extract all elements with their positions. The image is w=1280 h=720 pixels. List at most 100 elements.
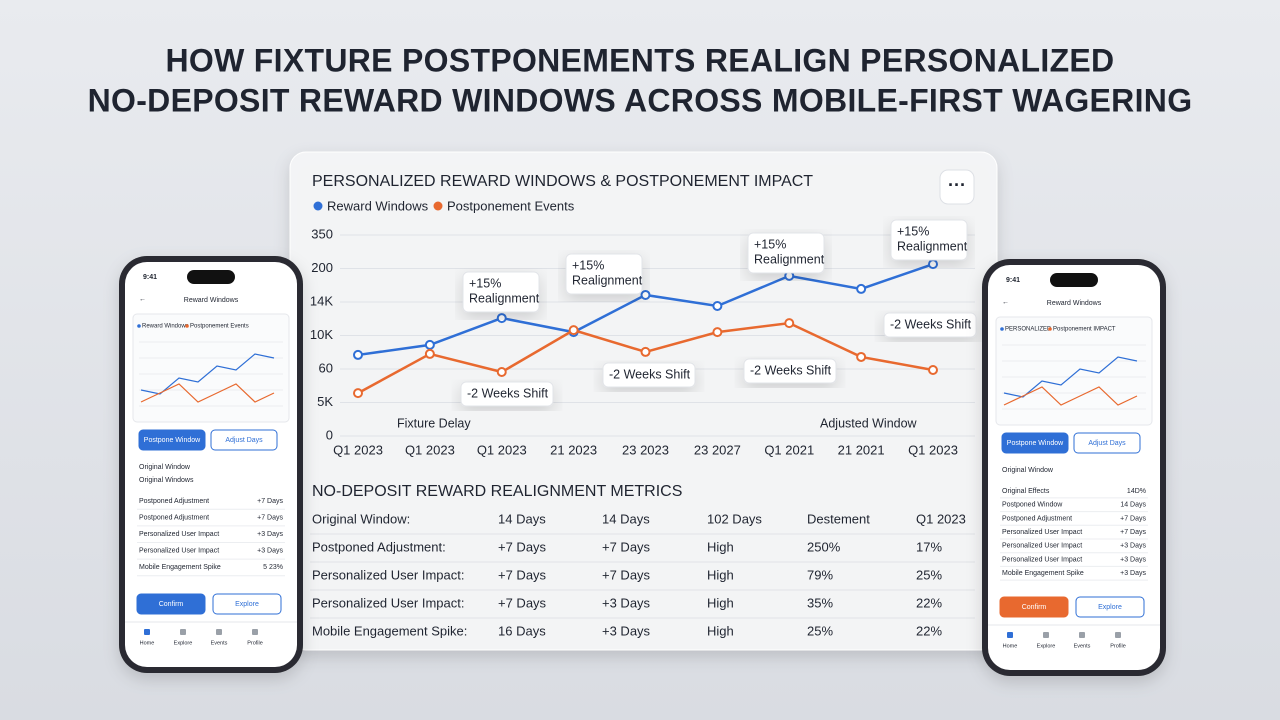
- data-point: [784, 318, 795, 329]
- item-label: Personalized User Impact: [1002, 556, 1082, 563]
- legend-label: Postponement Events: [190, 324, 249, 330]
- y-tick-label: 60: [319, 360, 333, 375]
- nav-label[interactable]: Profile: [1110, 643, 1126, 649]
- x-tick-label: Q1 2023: [477, 442, 527, 457]
- phone-button-label[interactable]: Adjust Days: [225, 437, 263, 444]
- nav-label[interactable]: Events: [211, 640, 228, 646]
- item-label: Personalized User Impact: [139, 548, 219, 555]
- table-cell: +7 Days: [602, 567, 651, 582]
- table-cell: 22%: [916, 595, 942, 610]
- item-label: Mobile Engagement Spike: [1002, 570, 1084, 577]
- x-tick-label: 23 2027: [694, 442, 741, 457]
- data-point: [928, 365, 938, 376]
- table-cell: +3 Days: [602, 595, 651, 610]
- item-value: +7 Days: [257, 498, 283, 505]
- action-button[interactable]: [1075, 596, 1145, 618]
- nav-icon[interactable]: [180, 629, 186, 635]
- table-cell: Personalized User Impact:: [312, 595, 464, 610]
- action-label[interactable]: Explore: [1098, 604, 1122, 611]
- annotation-box: [743, 358, 837, 384]
- item-value: +7 Days: [1120, 529, 1146, 536]
- nav-icon[interactable]: [216, 629, 222, 635]
- nav-icon[interactable]: [1043, 632, 1049, 638]
- table-cell: 25%: [807, 623, 833, 638]
- item-label: Mobile Engagement Spike: [139, 564, 221, 571]
- y-tick-label: 350: [311, 226, 333, 241]
- action-label[interactable]: Confirm: [1022, 604, 1047, 611]
- phone-button[interactable]: [1001, 432, 1069, 454]
- data-point: [424, 339, 435, 350]
- annotation-box: [565, 253, 643, 295]
- action-label[interactable]: Confirm: [159, 601, 184, 608]
- phone-notch: [187, 270, 235, 284]
- table-cell: Destement: [807, 511, 870, 526]
- legend-marker: [137, 324, 141, 328]
- annotation: -2 Weeks Shift: [750, 363, 832, 377]
- phone-button-label[interactable]: Adjust Days: [1088, 440, 1126, 447]
- legend-marker: [433, 201, 443, 211]
- annotation: +15%: [754, 237, 786, 251]
- status-time: 9:41: [143, 274, 157, 281]
- nav-icon[interactable]: [252, 629, 258, 635]
- nav-label[interactable]: Explore: [174, 640, 193, 646]
- y-tick-label: 200: [311, 260, 333, 275]
- table-cell: Q1 2023: [916, 511, 966, 526]
- nav-label[interactable]: Explore: [1037, 643, 1056, 649]
- action-button[interactable]: [136, 593, 206, 615]
- x-tick-label: 21 2021: [838, 442, 885, 457]
- legend-label: PERSONALIZED: [1005, 327, 1052, 333]
- item-value: 14 Days: [1120, 502, 1146, 509]
- data-point: [496, 367, 507, 378]
- nav-label[interactable]: Events: [1074, 643, 1091, 649]
- nav-label[interactable]: Profile: [247, 640, 263, 646]
- item-value: +7 Days: [257, 514, 283, 521]
- menu-icon[interactable]: ···: [948, 175, 966, 195]
- nav-icon[interactable]: [1079, 632, 1085, 638]
- action-label[interactable]: Explore: [235, 601, 259, 608]
- table-cell: 22%: [916, 623, 942, 638]
- y-tick-label: 10K: [310, 327, 333, 342]
- nav-icon[interactable]: [144, 629, 150, 635]
- data-point: [856, 351, 867, 362]
- table-cell: 250%: [807, 539, 841, 554]
- annotation: Realignment: [572, 273, 643, 287]
- phone-button[interactable]: [138, 429, 206, 451]
- annotation: Realignment: [897, 239, 968, 253]
- phone-button[interactable]: [210, 429, 278, 451]
- table-cell: +7 Days: [498, 539, 547, 554]
- nav-label[interactable]: Home: [1003, 643, 1018, 649]
- table-cell: +7 Days: [498, 567, 547, 582]
- phone-notch: [1050, 273, 1098, 287]
- table-cell: +7 Days: [602, 539, 651, 554]
- nav-icon[interactable]: [1115, 632, 1121, 638]
- item-label: Postponed Window: [1002, 502, 1063, 509]
- item-value: +3 Days: [1120, 556, 1146, 563]
- phone: 9:41 ← Reward Windows PERSONALIZED Postponem…: [982, 259, 1166, 676]
- nav-label[interactable]: Home: [140, 640, 155, 646]
- nav-icon[interactable]: [1007, 632, 1013, 638]
- table-cell: Mobile Engagement Spike:: [312, 623, 467, 638]
- data-point: [424, 348, 435, 359]
- mini-line: [140, 383, 275, 403]
- x-tick-label: Q1 2023: [908, 442, 958, 457]
- section-label: Original Window: [1002, 467, 1054, 474]
- phone-back: ←: [139, 296, 146, 303]
- data-point: [568, 325, 579, 336]
- legend-marker: [1000, 327, 1004, 331]
- y-tick-label: 0: [326, 427, 333, 442]
- action-button[interactable]: [212, 593, 282, 615]
- phone-button-label[interactable]: Postpone Window: [1007, 440, 1064, 447]
- legend-marker: [185, 324, 189, 328]
- legend-label: Postponement IMPACT: [1053, 327, 1116, 333]
- phone-button[interactable]: [1073, 432, 1141, 454]
- item-label: Personalized User Impact: [139, 531, 219, 538]
- x-tick-label: Q1 2023: [405, 442, 455, 457]
- menu-button[interactable]: [939, 169, 975, 205]
- phone-button-label[interactable]: Postpone Window: [144, 437, 201, 444]
- y-tick-label: 5K: [317, 394, 333, 409]
- table-cell: Postponed Adjustment:: [312, 539, 446, 554]
- action-button[interactable]: [999, 596, 1069, 618]
- item-value: +3 Days: [1120, 543, 1146, 550]
- table-cell: 16 Days: [498, 623, 546, 638]
